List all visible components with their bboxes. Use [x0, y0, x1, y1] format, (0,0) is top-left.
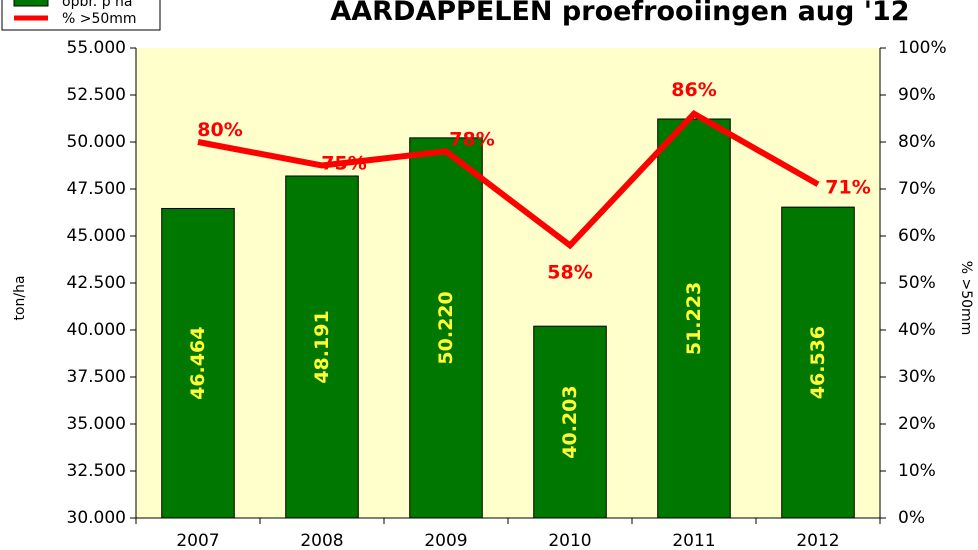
chart-title: AARDAPPELEN proefrooiingen aug '12: [330, 0, 909, 27]
y2-tick-label: 10%: [898, 461, 936, 481]
y2-tick-label: 100%: [898, 38, 947, 58]
y-tick-label: 50.000: [67, 132, 126, 152]
y2-axis-label: % >50mm: [958, 261, 974, 336]
legend-line-label: % >50mm: [62, 11, 137, 27]
y-tick-label: 45.000: [67, 226, 126, 246]
y2-tick-label: 60%: [898, 226, 936, 246]
bar-2007: [161, 207, 235, 519]
pct-value-label: 78%: [449, 128, 494, 150]
bar-value-label: 46.536: [807, 326, 829, 399]
pct-value-label: 75%: [321, 153, 366, 175]
bar-value-label: 40.203: [559, 385, 581, 458]
y-tick-label: 37.500: [67, 367, 126, 387]
line-series: [197, 110, 820, 250]
bar-series: [161, 118, 855, 519]
bar-2012: [781, 206, 855, 519]
pct-value-label: 86%: [671, 79, 716, 101]
x-tick-label: 2009: [424, 531, 467, 550]
pct-value-label: 58%: [547, 261, 592, 283]
axes: 30.000 32.500 35.000 37.500 40.000 42.500 45.0…: [67, 38, 947, 550]
y-axis-label: ton/ha: [12, 275, 28, 320]
pct-value-label: 80%: [197, 119, 242, 141]
y2-tick-label: 20%: [898, 414, 936, 434]
x-tick-label: 2007: [176, 531, 219, 550]
y2-tick-label: 30%: [898, 367, 936, 387]
bar-value-label: 48.191: [311, 310, 333, 383]
x-tick-label: 2010: [548, 531, 591, 550]
y2-tick-label: 50%: [898, 273, 936, 293]
y-tick-label: 47.500: [67, 179, 126, 199]
bar-2011: [657, 118, 731, 519]
x-tick-label: 2008: [300, 531, 343, 550]
y2-tick-label: 80%: [898, 132, 936, 152]
plot-area: [136, 48, 880, 518]
y-tick-label: 55.000: [67, 38, 126, 58]
bar-value-label: 50.220: [435, 291, 457, 364]
bar-value-label: 46.464: [187, 327, 209, 400]
bar-2009: [409, 137, 483, 519]
x-tick-label: 2012: [796, 531, 839, 550]
legend-bar-swatch: [13, 0, 49, 7]
data-labels: 46.464 48.191 50.220 40.203 51.223 46.536 80% 7…: [187, 79, 871, 459]
y2-tick-label: 90%: [898, 85, 936, 105]
y-tick-label: 35.000: [67, 414, 126, 434]
pct-line: [197, 110, 820, 250]
y-tick-label: 52.500: [67, 85, 126, 105]
y2-tick-label: 0%: [898, 508, 925, 528]
y-tick-label: 42.500: [67, 273, 126, 293]
pct-value-label: 71%: [825, 176, 870, 198]
bar-2010: [533, 325, 607, 519]
legend: opbr. p ha % >50mm: [1, 0, 161, 31]
y-tick-label: 30.000: [67, 508, 126, 528]
y2-tick-label: 70%: [898, 179, 936, 199]
bar-value-label: 51.223: [683, 282, 705, 355]
x-tick-label: 2011: [672, 531, 715, 550]
y-tick-label: 40.000: [67, 320, 126, 340]
legend-bar-label: opbr. p ha: [62, 0, 133, 10]
bar-2008: [285, 175, 359, 519]
y2-tick-label: 40%: [898, 320, 936, 340]
y-tick-label: 32.500: [67, 461, 126, 481]
